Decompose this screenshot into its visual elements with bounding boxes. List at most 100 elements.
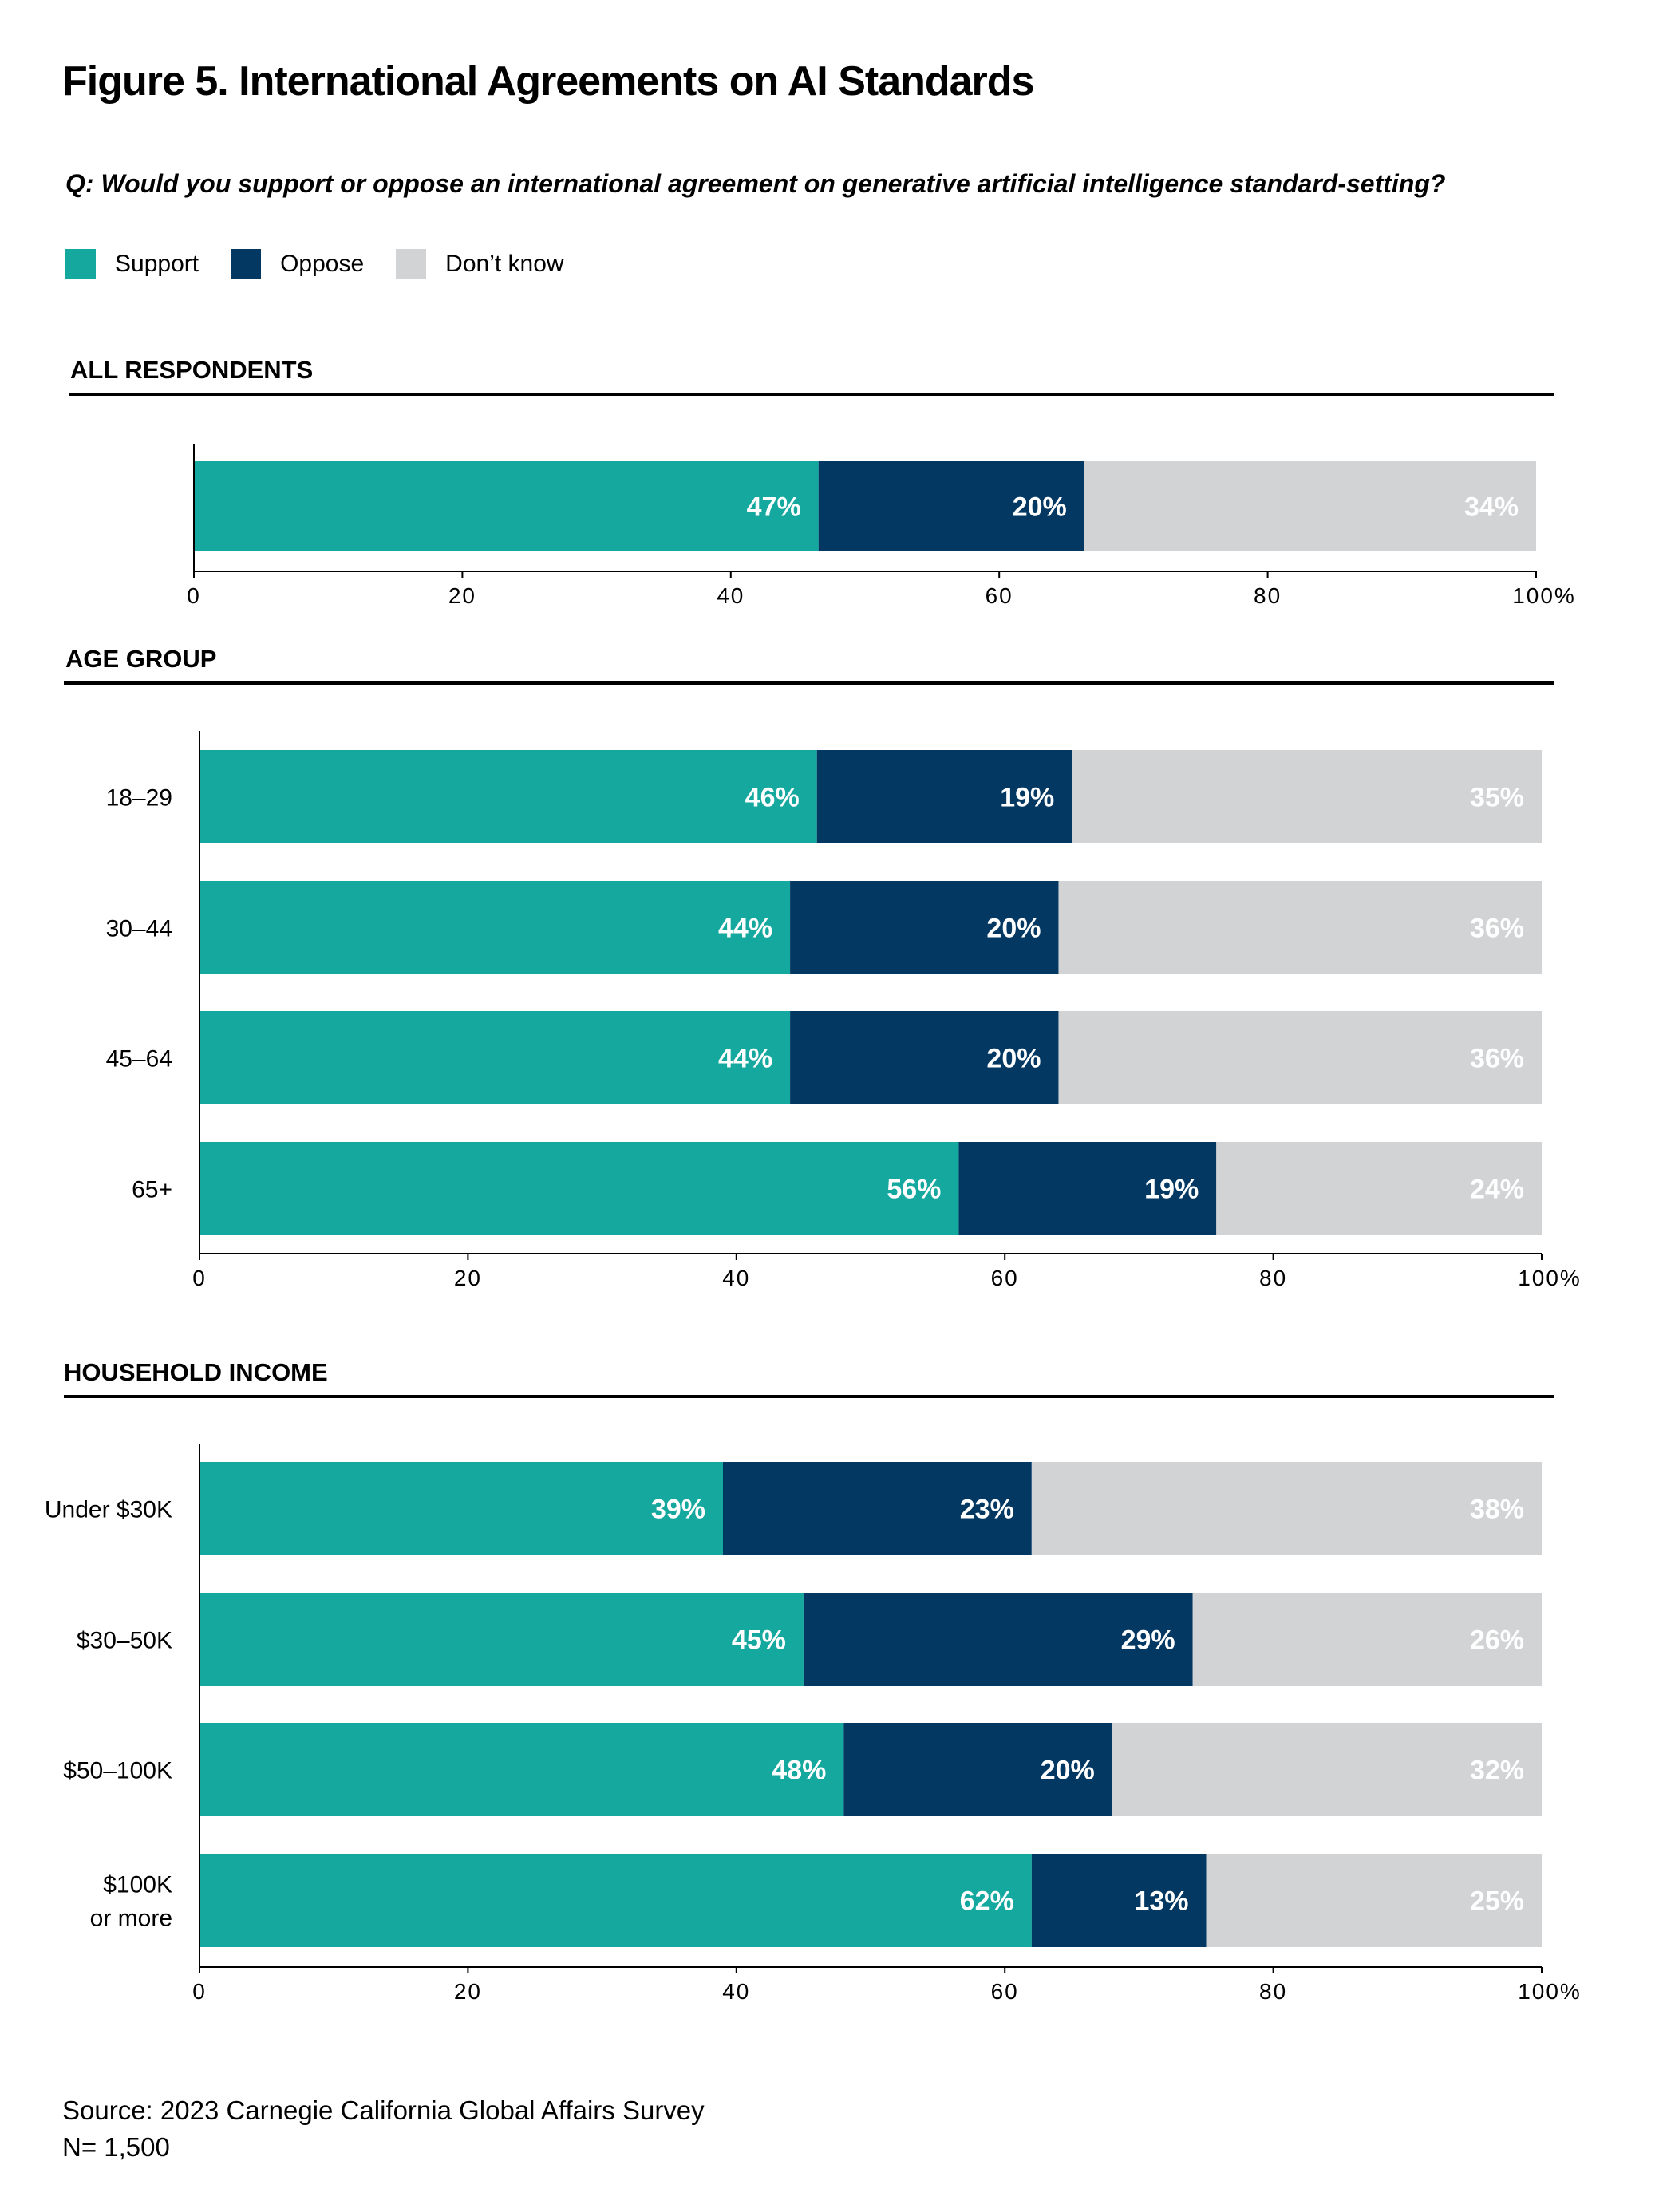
legend-item-dont-know: Don’t know	[396, 249, 564, 279]
data-label: 56%	[887, 1175, 941, 1205]
x-tick-label: 0	[192, 1979, 207, 2004]
data-label: 34%	[1464, 492, 1519, 523]
section-title-household-income: HOUSEHOLD INCOME	[64, 1358, 328, 1386]
chart-1: 46% 19% 35% 18–29 44% 20% 36% 30–44 44% 20% 36% 45–…	[106, 731, 1582, 1290]
chart-0: 47% 20% 34% 0 20 40 60 80 100%	[187, 444, 1576, 608]
legend-label: Oppose	[280, 251, 365, 277]
bar-segment-oppose	[790, 881, 1059, 974]
bar-segment-support	[199, 1593, 804, 1686]
x-tick-label: 0	[192, 1266, 207, 1290]
category-label: $100K or more	[90, 1872, 172, 1932]
x-tick-label: 80	[1254, 583, 1282, 608]
bar-segment-don-t-know	[1084, 461, 1536, 551]
bar-segment-support	[199, 1011, 791, 1104]
category-label: Under $30K	[45, 1497, 172, 1523]
legend: Support Oppose Don’t know	[65, 249, 596, 279]
footer: Source: 2023 Carnegie California Global …	[62, 2092, 705, 2166]
x-tick-label: 0	[187, 583, 201, 608]
x-tick-label: 80	[1259, 1266, 1287, 1290]
x-tick-label: 40	[722, 1266, 750, 1290]
data-label: 32%	[1470, 1756, 1524, 1786]
data-label: 20%	[1013, 492, 1067, 523]
category-label: 18–29	[106, 785, 172, 812]
bar-segment-oppose	[1031, 1854, 1207, 1947]
bar-segment-don-t-know	[1031, 1462, 1542, 1555]
bar-segment-oppose	[816, 750, 1072, 843]
x-tick-label: 100%	[1512, 583, 1576, 608]
bar-segment-oppose	[818, 461, 1084, 551]
bar-segment-support	[199, 750, 817, 843]
x-tick-label: 40	[717, 583, 745, 608]
data-label: 19%	[1144, 1175, 1199, 1205]
category-label: $50–100K	[63, 1758, 172, 1784]
data-label: 62%	[960, 1886, 1014, 1917]
data-label: 39%	[651, 1495, 705, 1525]
bar-segment-support	[194, 461, 819, 551]
bar-segment-don-t-know	[1192, 1593, 1542, 1686]
data-label: 13%	[1134, 1886, 1188, 1917]
x-tick-label: 80	[1259, 1979, 1287, 2004]
data-label: 29%	[1121, 1625, 1175, 1656]
section-title-age-group: AGE GROUP	[65, 645, 217, 673]
bar-segment-support	[199, 1723, 844, 1816]
data-label: 24%	[1470, 1175, 1524, 1205]
data-label: 38%	[1470, 1495, 1524, 1525]
data-label: 20%	[986, 1044, 1041, 1074]
bar-segment-don-t-know	[1058, 1011, 1542, 1104]
data-label: 44%	[718, 1044, 772, 1074]
data-label: 44%	[718, 914, 772, 944]
section-rule	[69, 393, 1554, 396]
bar-segment-oppose	[722, 1462, 1032, 1555]
bar-segment-support	[199, 1142, 959, 1235]
x-tick-label: 20	[454, 1266, 482, 1290]
bar-segment-don-t-know	[1112, 1723, 1542, 1816]
chart-title: Figure 5. International Agreements on AI…	[62, 58, 1034, 105]
bar-segment-oppose	[843, 1723, 1112, 1816]
x-tick-label: 20	[448, 583, 476, 608]
bar-segment-don-t-know	[1058, 881, 1542, 974]
x-tick-label: 100%	[1518, 1979, 1582, 2004]
x-tick-label: 60	[986, 583, 1013, 608]
bar-segment-oppose	[790, 1011, 1059, 1104]
section-rule	[64, 1395, 1554, 1398]
x-tick-label: 40	[722, 1979, 750, 2004]
section-title-all-respondents: ALL RESPONDENTS	[70, 356, 314, 384]
survey-question: Q: Would you support or oppose an intern…	[65, 169, 1446, 198]
legend-item-oppose: Oppose	[231, 249, 364, 279]
legend-swatch-oppose	[231, 249, 262, 279]
bar-segment-oppose	[958, 1142, 1217, 1235]
data-label: 46%	[745, 783, 800, 813]
x-tick-label: 20	[454, 1979, 482, 2004]
bar-segment-support	[199, 1462, 723, 1555]
data-label: 48%	[772, 1756, 826, 1786]
legend-item-support: Support	[65, 249, 199, 279]
sample-size: N= 1,500	[62, 2132, 170, 2162]
data-label: 26%	[1470, 1625, 1524, 1656]
data-label: 36%	[1470, 1044, 1524, 1074]
data-label: 23%	[960, 1495, 1014, 1525]
category-label: 45–64	[106, 1046, 172, 1072]
bar-segment-oppose	[803, 1593, 1193, 1686]
bar-segment-support	[199, 881, 791, 974]
x-tick-label: 60	[991, 1979, 1019, 2004]
category-label: 30–44	[106, 916, 172, 942]
data-label: 47%	[747, 492, 801, 523]
data-label: 20%	[986, 914, 1041, 944]
bar-segment-don-t-know	[1072, 750, 1542, 843]
bar-segment-don-t-know	[1206, 1854, 1542, 1947]
data-label: 36%	[1470, 914, 1524, 944]
chart-2: 39% 23% 38% Under $30K 45% 29% 26% $30–50K 48% 20…	[45, 1444, 1582, 2004]
legend-label: Don’t know	[445, 251, 564, 277]
bar-segment-don-t-know	[1216, 1142, 1542, 1235]
x-tick-label: 60	[991, 1266, 1019, 1290]
source-note: Source: 2023 Carnegie California Global …	[62, 2095, 705, 2125]
data-label: 20%	[1041, 1756, 1095, 1786]
data-label: 19%	[1000, 783, 1054, 813]
category-label: $30–50K	[77, 1628, 172, 1654]
category-label: 65+	[132, 1177, 172, 1203]
x-tick-label: 100%	[1518, 1266, 1582, 1290]
legend-swatch-support	[65, 249, 96, 279]
legend-swatch-dont-know	[396, 249, 427, 279]
data-label: 35%	[1470, 783, 1524, 813]
